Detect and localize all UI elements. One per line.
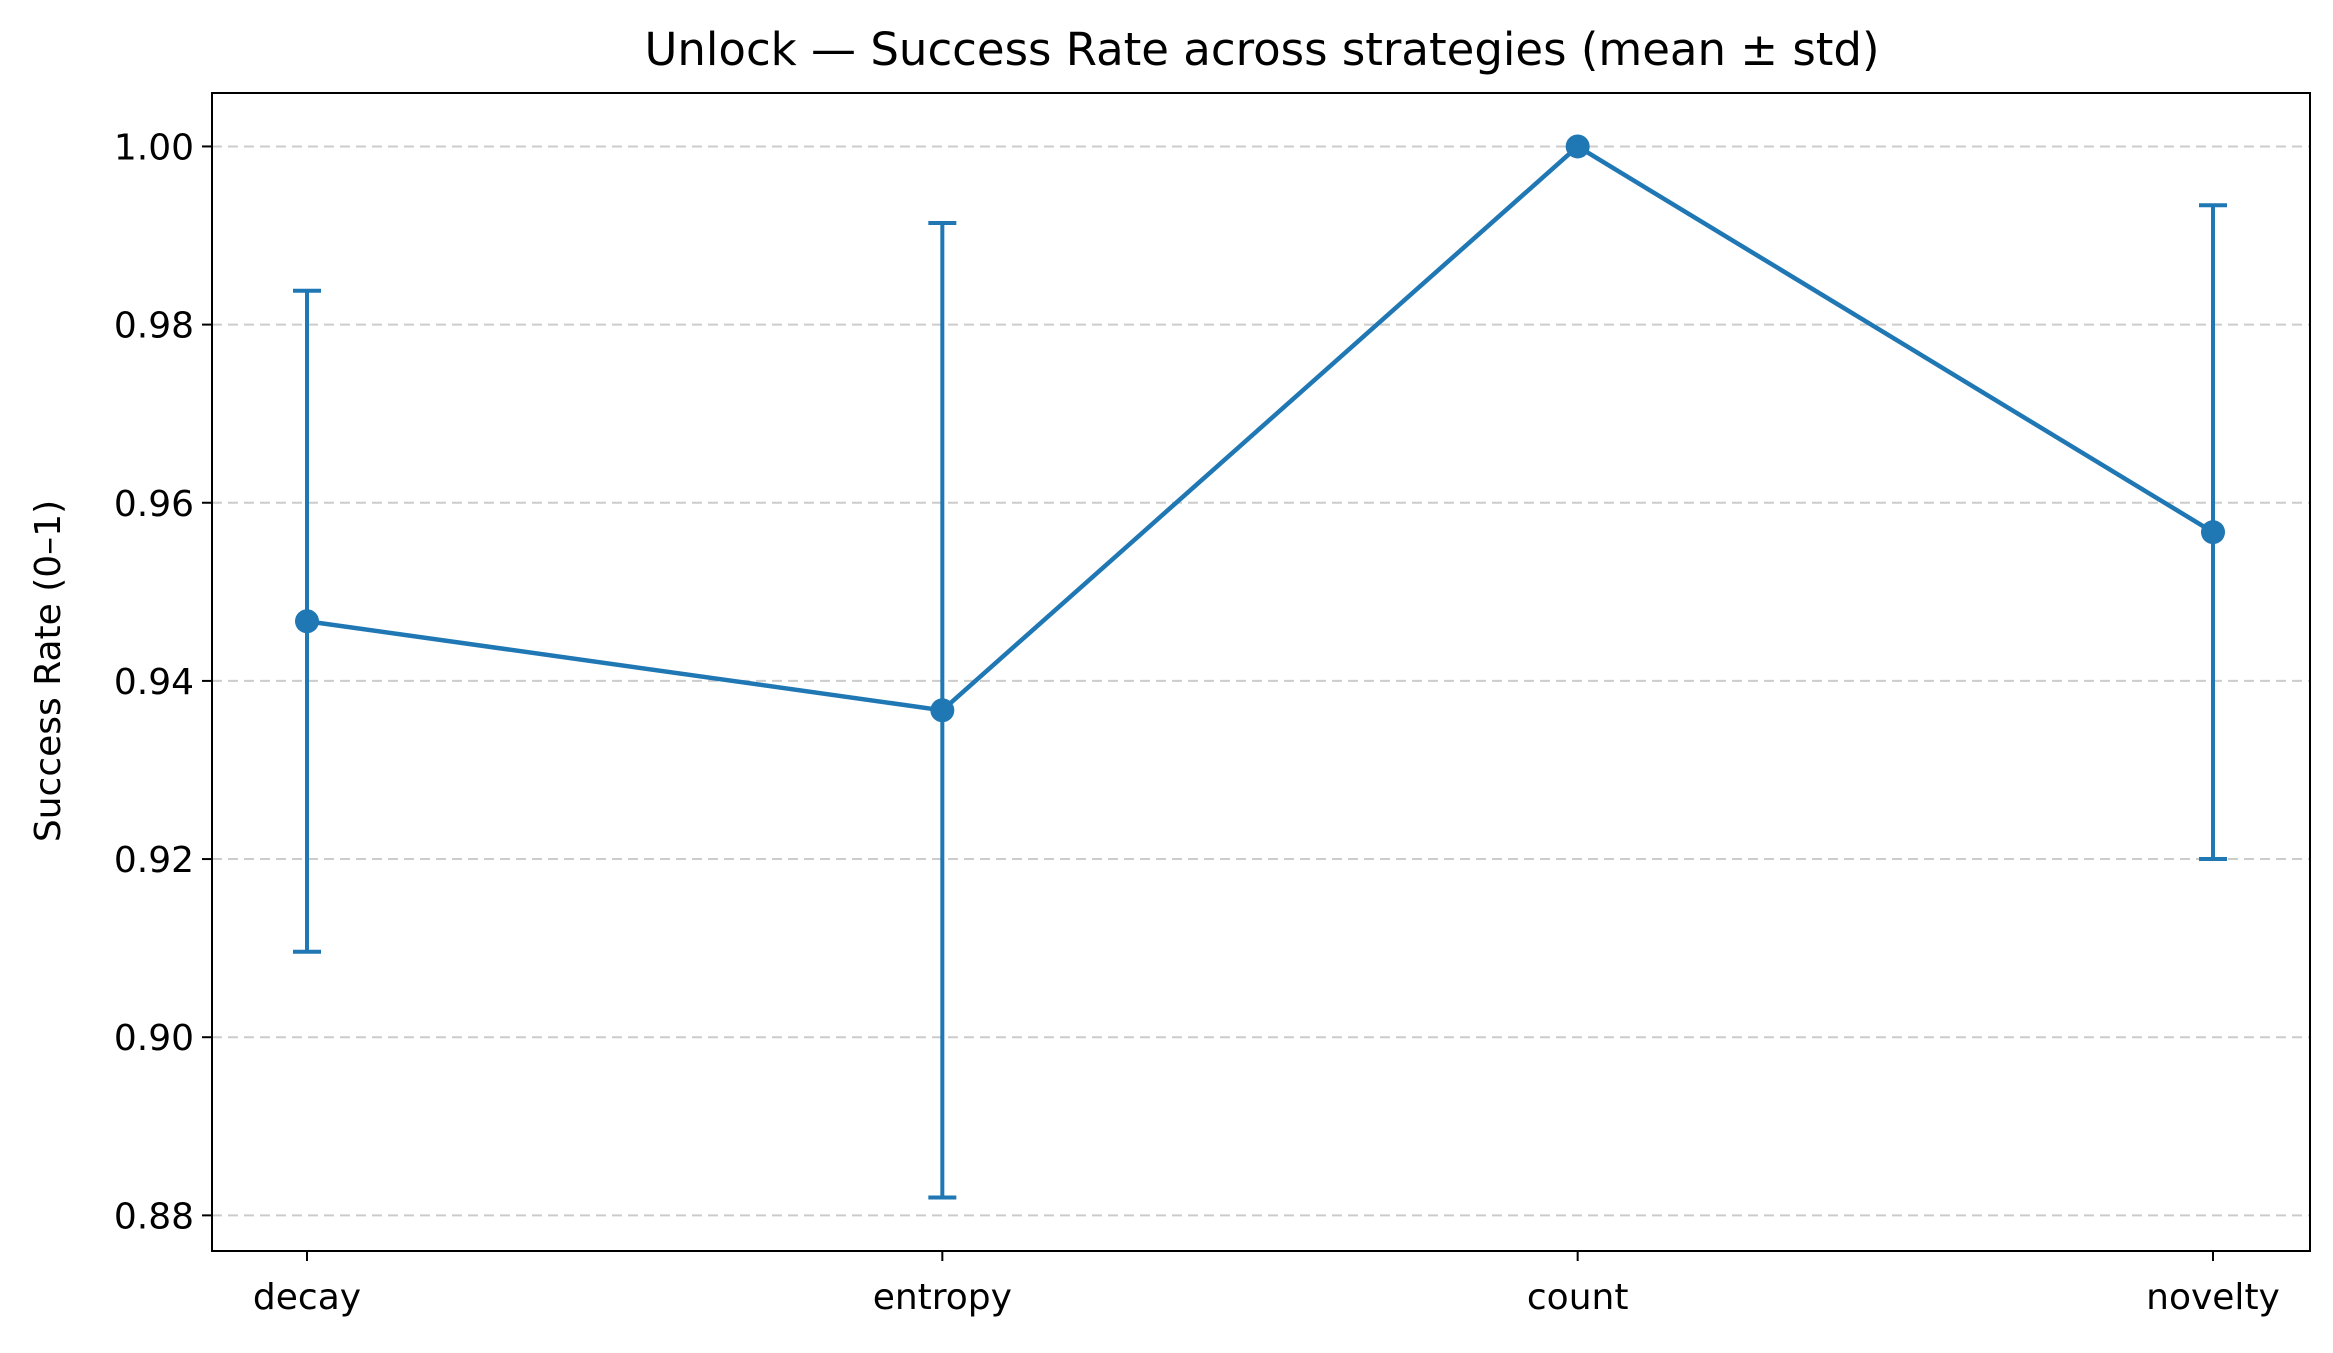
plot-frame [211, 92, 2311, 1252]
series [295, 134, 2225, 723]
y-tick-label: 0.88 [114, 1196, 194, 1237]
series-line [306, 144, 2215, 713]
error-bars [293, 203, 2227, 1200]
axes [211, 92, 2311, 1252]
y-tick-label: 0.92 [114, 840, 194, 881]
x-tick-label: decay [253, 1277, 361, 1318]
y-axis-label: Success Rate (0–1) [28, 500, 69, 842]
data-point [1565, 134, 1590, 159]
x-tick-label: count [1527, 1277, 1629, 1318]
x-axis-ticks: decay entropy count novelty [253, 1251, 2280, 1318]
grid-lines [212, 145, 2310, 1217]
data-point [2201, 520, 2225, 545]
data-point [930, 698, 955, 723]
y-tick-label: 0.90 [114, 1018, 194, 1059]
y-tick-label: 0.94 [114, 662, 194, 703]
y-tick-label: 0.98 [114, 306, 194, 347]
y-tick-label: 0.96 [114, 484, 194, 525]
y-tick-label: 1.00 [114, 127, 194, 168]
x-tick-label: novelty [2146, 1277, 2280, 1318]
y-axis-ticks: 0.88 0.90 0.92 0.94 0.96 0.98 1.00 [114, 127, 212, 1237]
chart-title: Unlock — Success Rate across strategies … [644, 23, 1879, 76]
x-tick-label: entropy [873, 1277, 1012, 1318]
data-point [295, 609, 319, 634]
